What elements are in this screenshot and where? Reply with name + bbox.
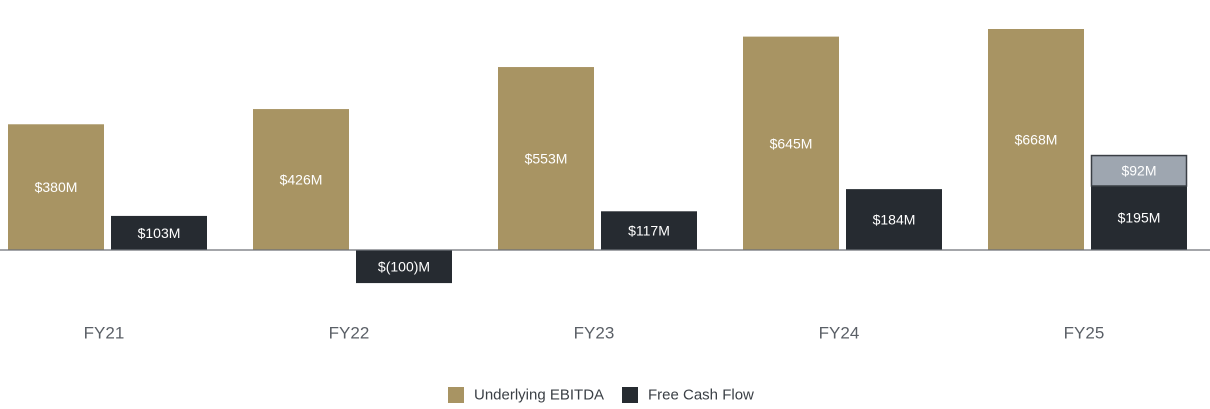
bar-free-cash-flow-fy23: [601, 211, 697, 250]
category-label-fy23: FY23: [574, 324, 615, 343]
bar-underlying-ebitda-fy21: [8, 124, 104, 250]
bar-label-free-cash-flow-fy21: $103M: [138, 225, 181, 241]
bars-group: [8, 29, 1188, 284]
bar-free-cash-flow-fy24: [846, 189, 942, 250]
category-label-fy25: FY25: [1064, 324, 1105, 343]
bar-label-free-cash-flow-fy22: $(100)M: [378, 259, 430, 275]
legend-swatch-free-cash-flow: [622, 387, 638, 403]
bar-underlying-ebitda-fy24: [743, 36, 839, 250]
legend: Underlying EBITDA Free Cash Flow: [448, 387, 754, 404]
category-label-fy21: FY21: [84, 324, 125, 343]
bar-label-underlying-ebitda-fy23: $553M: [525, 151, 568, 167]
bar-free-cash-flow-fy21: [111, 215, 207, 250]
bar-label-free-cash-flow-fy25: $195M: [1118, 210, 1161, 226]
bar-label-stacked-segment-fy25: $92M: [1121, 162, 1156, 178]
bar-underlying-ebitda-fy22: [253, 109, 349, 251]
bar-free-cash-flow-fy25: [1091, 185, 1187, 250]
legend-label-underlying-ebitda: Underlying EBITDA: [474, 387, 604, 404]
bar-label-free-cash-flow-fy24: $184M: [873, 212, 916, 228]
category-label-fy22: FY22: [329, 324, 370, 343]
category-label-fy24: FY24: [819, 324, 860, 343]
bar-label-underlying-ebitda-fy24: $645M: [770, 135, 813, 151]
legend-label-free-cash-flow: Free Cash Flow: [648, 387, 754, 404]
bar-stacked-segment-fy25: [1090, 154, 1188, 187]
legend-swatch-underlying-ebitda: [448, 387, 464, 403]
bar-underlying-ebitda-fy25: [988, 29, 1084, 250]
bar-free-cash-flow-fy22: [356, 250, 452, 284]
bar-value-labels: $380M $103M $426M $(100)M $553M $117M $645M $18…: [35, 132, 1161, 275]
bar-underlying-ebitda-fy23: [498, 67, 594, 250]
bar-label-underlying-ebitda-fy22: $426M: [280, 172, 323, 188]
bar-label-underlying-ebitda-fy25: $668M: [1015, 132, 1058, 148]
bar-label-underlying-ebitda-fy21: $380M: [35, 179, 78, 195]
bar-label-free-cash-flow-fy23: $117M: [628, 223, 670, 239]
category-labels: FY21 FY22 FY23 FY24 FY25: [84, 324, 1105, 343]
